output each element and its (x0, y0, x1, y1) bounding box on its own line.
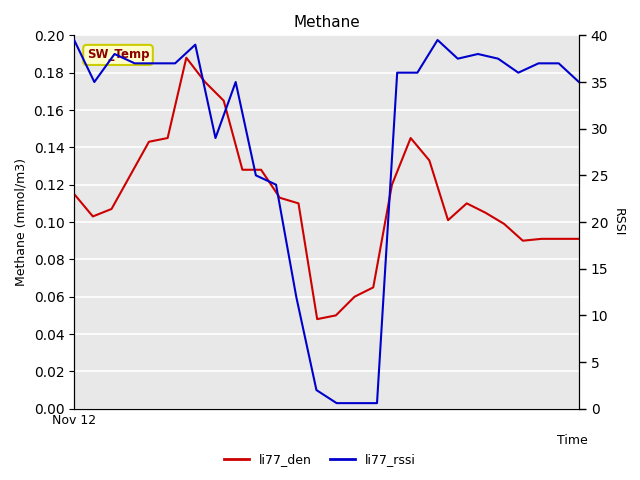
Y-axis label: Methane (mmol/m3): Methane (mmol/m3) (15, 158, 28, 286)
Title: Methane: Methane (293, 15, 360, 30)
Text: SW_Temp: SW_Temp (87, 48, 149, 61)
Y-axis label: RSSI: RSSI (612, 208, 625, 236)
Legend: li77_den, li77_rssi: li77_den, li77_rssi (219, 448, 421, 471)
Text: Time: Time (557, 434, 588, 447)
